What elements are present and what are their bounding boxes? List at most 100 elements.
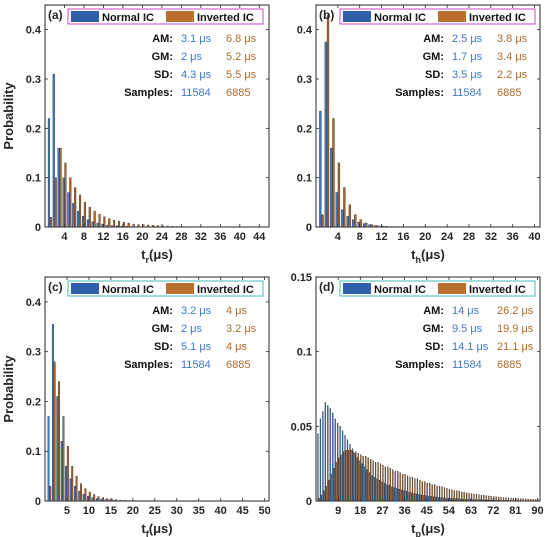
y-axis-label: Probability — [1, 355, 16, 423]
bar-inverted — [156, 225, 159, 228]
bar-normal — [78, 490, 81, 502]
bar-normal — [104, 499, 107, 502]
stat-label-sd: SD: — [425, 69, 444, 81]
x-tick-label: 45 — [237, 505, 249, 517]
bar-normal — [450, 498, 452, 502]
bar-normal — [319, 110, 322, 228]
bar-normal — [47, 118, 50, 228]
stat-value-normal-gm: 2 μs — [181, 323, 203, 335]
bar-inverted — [532, 499, 534, 502]
bar-normal — [501, 500, 504, 502]
bar-normal — [346, 439, 349, 502]
x-axis-label-unit: (μs) — [421, 247, 445, 262]
bar-inverted — [409, 476, 411, 502]
plot-frame — [315, 4, 541, 228]
bar-inverted — [62, 416, 65, 502]
x-axis-label-main: t — [141, 521, 146, 536]
bar-inverted — [171, 226, 174, 228]
bar-inverted — [354, 214, 357, 228]
bar-inverted — [147, 224, 150, 228]
stat-value-normal-sd: 4.3 μs — [181, 69, 212, 81]
bar-normal — [477, 499, 479, 502]
bar-normal — [418, 494, 420, 502]
bar-inverted — [93, 494, 96, 502]
y-tick-label: 0.4 — [26, 25, 42, 37]
legend-label-normal: Normal IC — [374, 12, 426, 24]
bar-inverted — [376, 225, 379, 228]
bar-inverted — [88, 491, 91, 502]
bar-inverted — [431, 484, 433, 502]
x-tick-label: 28 — [175, 231, 187, 243]
bar-normal — [341, 209, 344, 228]
bar-normal — [408, 491, 410, 502]
stat-label-am: AM: — [423, 33, 444, 45]
bar-normal — [106, 224, 109, 228]
bar-inverted — [520, 498, 522, 502]
chart-panel-c: 0 0.1 0.2 0.3 0.4 5 10 15 20 25 30 35 40 45 50 tf(μs) Pr… — [1, 276, 271, 537]
bar-inverted — [132, 223, 135, 228]
bar-normal — [452, 498, 454, 502]
y-tick-label: 0.1 — [297, 347, 312, 359]
bar-normal — [430, 496, 432, 502]
stat-value-inverted-am: 4 μs — [226, 305, 248, 317]
bar-normal — [368, 224, 371, 228]
stat-value-normal-samples: 11584 — [452, 359, 482, 371]
bar-inverted — [49, 216, 52, 228]
stat-label-samples: Samples: — [395, 359, 444, 371]
x-tick-label: 8 — [81, 231, 87, 243]
x-tick-label: 12 — [375, 231, 387, 243]
bar-normal — [428, 495, 430, 502]
bar-inverted — [374, 462, 377, 502]
bar-inverted — [176, 226, 179, 228]
bar-normal — [65, 466, 68, 502]
bar-inverted — [505, 497, 507, 502]
bar-inverted — [83, 202, 86, 228]
bar-normal — [455, 498, 457, 502]
legend-box — [339, 8, 536, 25]
x-axis-label-main: t — [411, 521, 416, 536]
bar-inverted — [88, 207, 91, 228]
bar-inverted — [446, 488, 448, 502]
x-tick-label: 44 — [253, 231, 266, 243]
bar-inverted — [498, 496, 500, 502]
x-tick-label: 35 — [193, 505, 205, 517]
bar-inverted — [466, 492, 468, 502]
bar-normal — [442, 497, 445, 502]
bar-normal — [47, 416, 50, 502]
legend-box — [67, 280, 264, 297]
bar-inverted — [451, 489, 453, 502]
bar-inverted — [127, 222, 130, 228]
legend-label-inverted: Inverted IC — [197, 284, 254, 296]
bar-inverted — [443, 487, 446, 502]
legend: Normal IC Inverted IC — [67, 280, 264, 297]
bar-normal — [96, 222, 99, 228]
bar-inverted — [338, 457, 340, 502]
bar-inverted — [108, 218, 111, 228]
stat-label-am: AM: — [152, 33, 173, 45]
bar-inverted — [473, 493, 475, 502]
x-tick-label: 8 — [357, 231, 363, 243]
bar-inverted — [350, 450, 352, 502]
x-axis-label-sub: f — [146, 529, 150, 537]
bar-inverted — [64, 162, 67, 228]
stat-value-inverted-gm: 19.9 μs — [497, 323, 534, 335]
stat-value-normal-am: 3.2 μs — [181, 305, 212, 317]
stat-label-sd: SD: — [154, 69, 173, 81]
bar-normal — [317, 433, 319, 502]
bar-inverted — [102, 497, 104, 502]
bar-inverted — [416, 478, 419, 502]
y-tick-label: 0.15 — [291, 272, 312, 284]
bar-inverted — [152, 225, 155, 228]
y-tick-label: 0.1 — [26, 446, 41, 458]
x-tick-label: 72 — [487, 505, 499, 517]
bar-inverted — [352, 451, 355, 502]
bar-normal — [351, 448, 354, 502]
bar-normal — [420, 494, 422, 502]
x-axis-label-sub: r — [145, 255, 149, 265]
bar-inverted — [71, 466, 74, 502]
stat-value-inverted-samples: 6885 — [226, 87, 250, 99]
x-tick-label: 36 — [398, 505, 410, 517]
bar-normal — [373, 476, 376, 502]
bar-normal — [433, 496, 435, 502]
bar-normal — [423, 495, 425, 502]
